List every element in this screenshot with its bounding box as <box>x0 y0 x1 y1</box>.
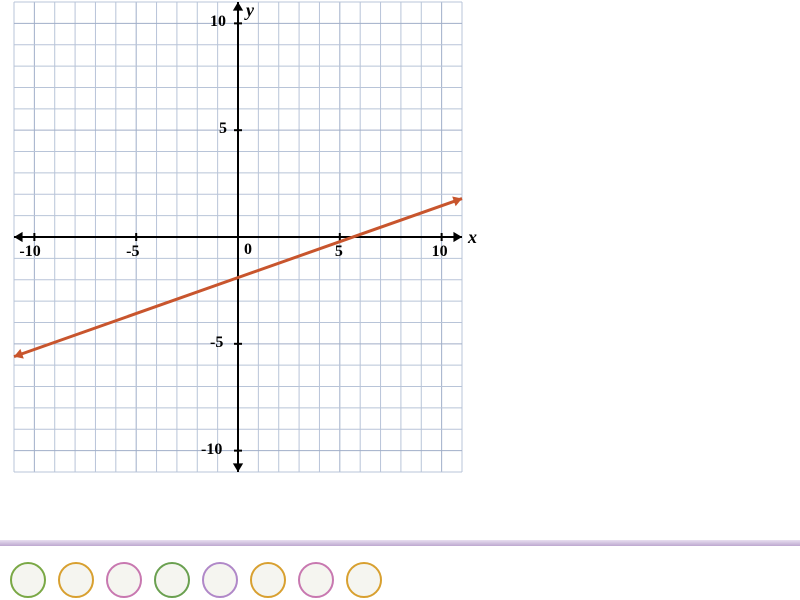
bottom-divider <box>0 540 800 546</box>
toolbar-icon[interactable] <box>10 562 46 598</box>
origin-label: 0 <box>244 241 252 259</box>
toolbar-icon[interactable] <box>298 562 334 598</box>
y-axis-label: y <box>246 0 254 21</box>
coordinate-plane <box>0 0 800 600</box>
y-tick-label: -5 <box>210 334 223 352</box>
toolbar-icon[interactable] <box>346 562 382 598</box>
toolbar-icon[interactable] <box>58 562 94 598</box>
x-tick-label: -5 <box>126 243 139 261</box>
y-tick-label: -10 <box>201 441 222 459</box>
toolbar-icon[interactable] <box>154 562 190 598</box>
x-axis-label: x <box>468 227 477 248</box>
x-tick-label: 10 <box>432 243 448 261</box>
x-tick-label: 5 <box>335 243 343 261</box>
toolbar-icon[interactable] <box>250 562 286 598</box>
toolbar-icons <box>10 562 382 598</box>
y-tick-label: 10 <box>210 13 226 31</box>
toolbar-icon[interactable] <box>106 562 142 598</box>
x-tick-label: -10 <box>19 243 40 261</box>
y-tick-label: 5 <box>219 120 227 138</box>
toolbar-icon[interactable] <box>202 562 238 598</box>
